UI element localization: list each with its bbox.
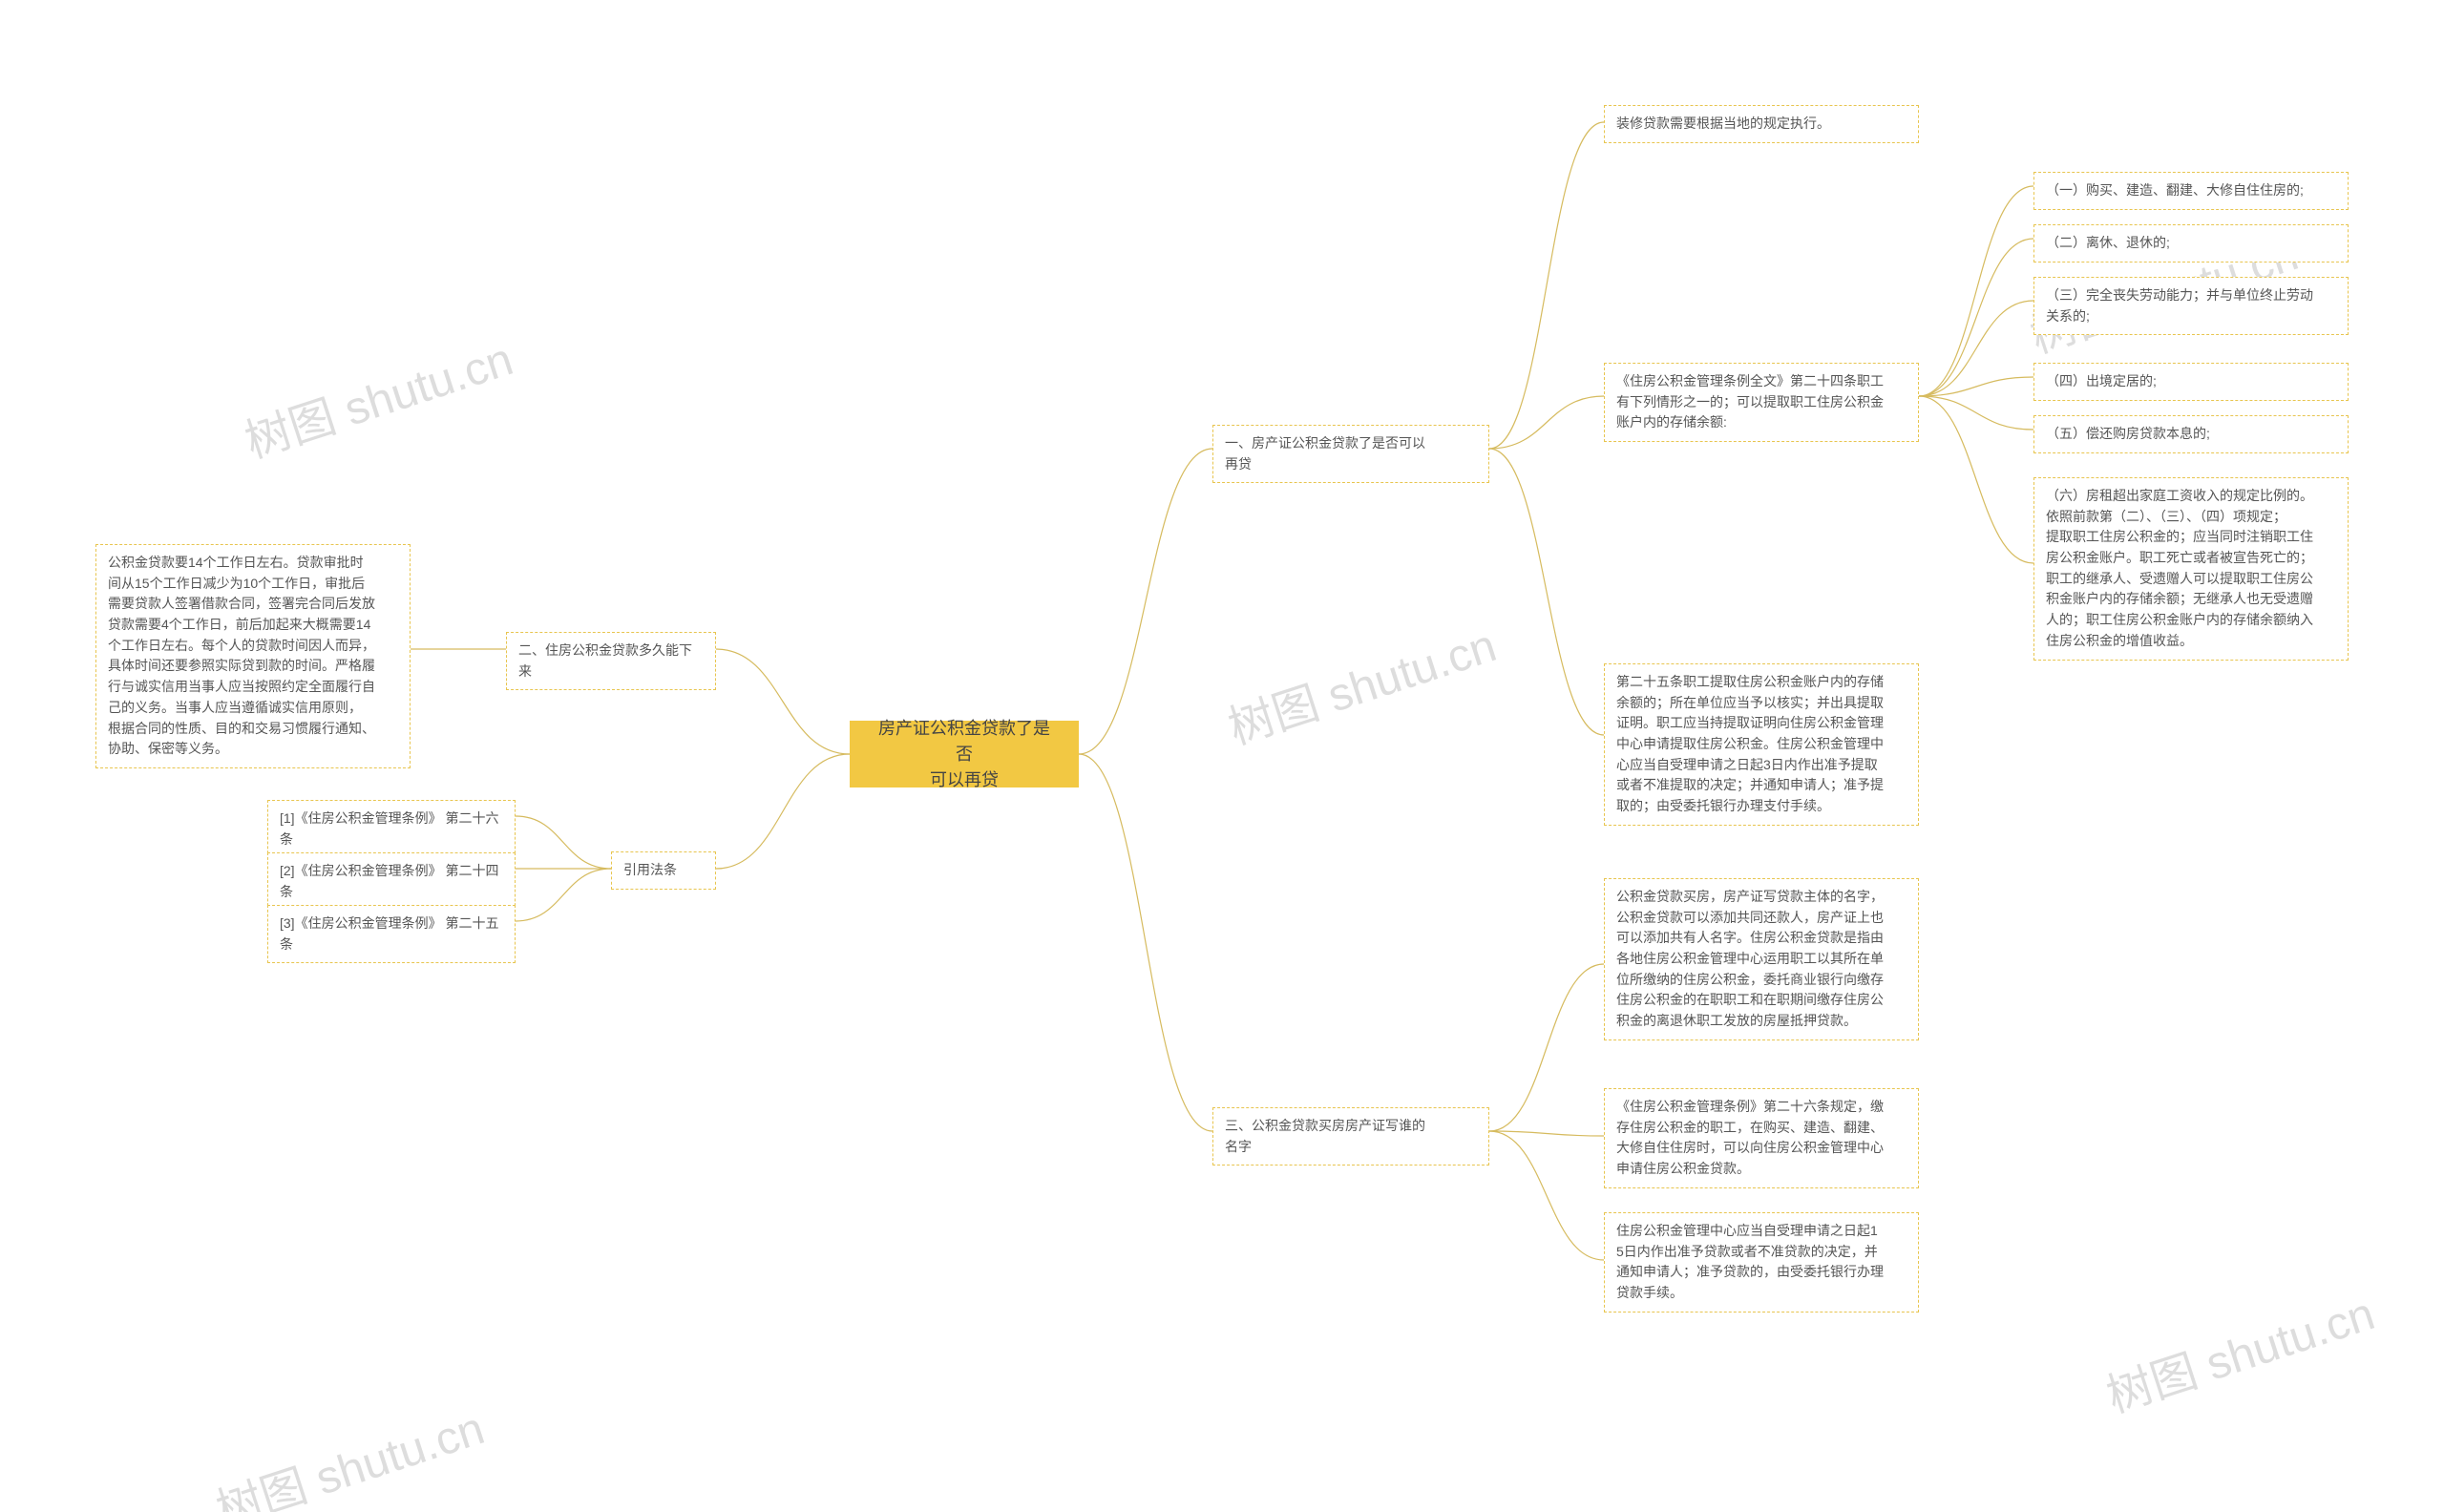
branch1-gc-4: （四）出境定居的;	[2033, 363, 2349, 401]
branch1-gc-6: （六）房租超出家庭工资收入的规定比例的。 依照前款第（二）、（三）、（四）项规定…	[2033, 477, 2349, 661]
watermark: 树图 shutu.cn	[235, 322, 519, 471]
branch1-child2: 《住房公积金管理条例全文》第二十四条职工 有下列情形之一的；可以提取职工住房公积…	[1604, 363, 1919, 442]
center-node: 房产证公积金贷款了是否 可以再贷	[850, 721, 1079, 788]
branch1-gc-5: （五）偿还购房贷款本息的;	[2033, 415, 2349, 453]
branch1-gc-2: （二）离休、退休的;	[2033, 224, 2349, 262]
branch4-child2: [2]《住房公积金管理条例》 第二十四条	[267, 852, 516, 911]
branch3-child1: 公积金贷款买房，房产证写贷款主体的名字， 公积金贷款可以添加共同还款人，房产证上…	[1604, 878, 1919, 1040]
branch1-gc-1: （一）购买、建造、翻建、大修自住住房的;	[2033, 172, 2349, 210]
branch1-child1: 装修贷款需要根据当地的规定执行。	[1604, 105, 1919, 143]
watermark: 树图 shutu.cn	[206, 1391, 491, 1512]
branch4-child3: [3]《住房公积金管理条例》 第二十五条	[267, 905, 516, 963]
branch3-child2: 《住房公积金管理条例》第二十六条规定，缴 存住房公积金的职工，在购买、建造、翻建…	[1604, 1088, 1919, 1188]
branch2-title: 二、住房公积金贷款多久能下来	[506, 632, 716, 690]
branch3-child3: 住房公积金管理中心应当自受理申请之日起1 5日内作出准予贷款或者不准贷款的决定，…	[1604, 1212, 1919, 1312]
watermark: 树图 shutu.cn	[1218, 608, 1503, 757]
branch4-title: 引用法条	[611, 851, 716, 890]
branch3-title: 三、公积金贷款买房房产证写谁的 名字	[1212, 1107, 1489, 1166]
branch1-gc-3: （三）完全丧失劳动能力；并与单位终止劳动 关系的;	[2033, 277, 2349, 335]
branch4-child1: [1]《住房公积金管理条例》 第二十六条	[267, 800, 516, 858]
branch1-title: 一、房产证公积金贷款了是否可以 再贷	[1212, 425, 1489, 483]
watermark: 树图 shutu.cn	[2096, 1276, 2381, 1425]
branch1-child3: 第二十五条职工提取住房公积金账户内的存储 余额的；所在单位应当予以核实；并出具提…	[1604, 663, 1919, 826]
branch2-child: 公积金贷款要14个工作日左右。贷款审批时 间从15个工作日减少为10个工作日，审…	[95, 544, 411, 768]
